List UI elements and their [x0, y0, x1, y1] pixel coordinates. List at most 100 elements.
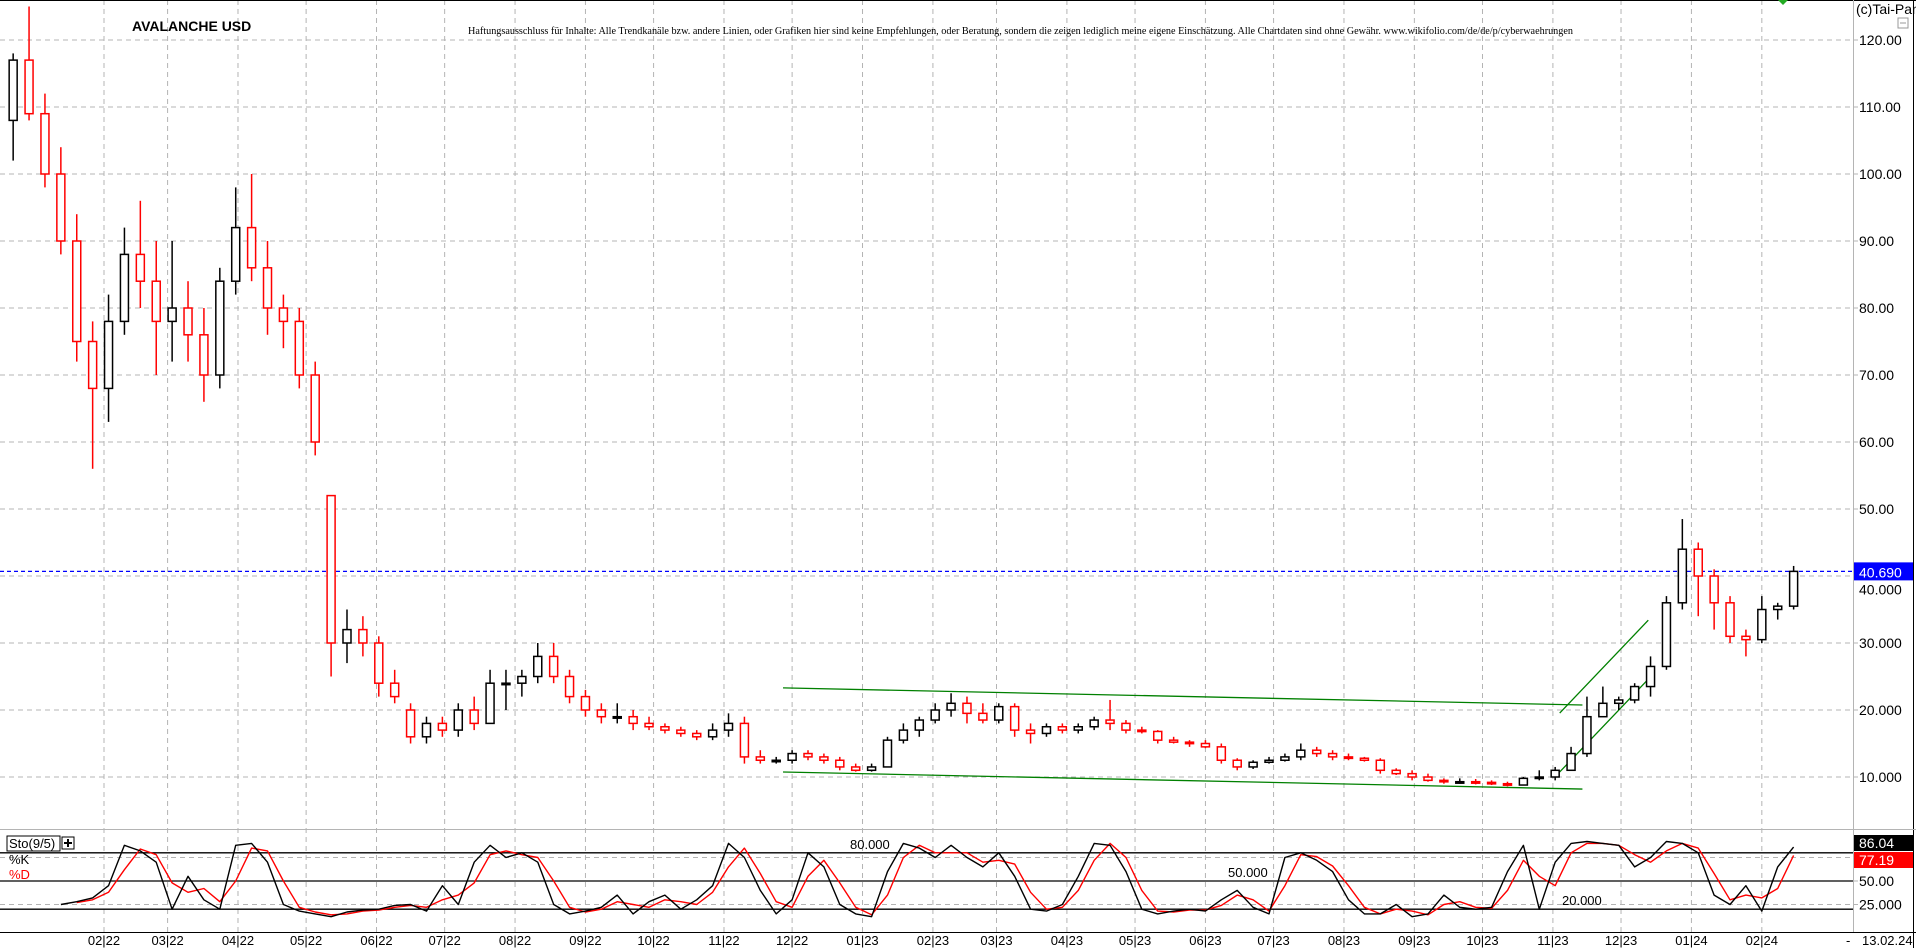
candle: [1184, 740, 1195, 747]
x-tick-label: 03|23: [980, 933, 1012, 948]
candle: [1582, 696, 1592, 757]
candle: [310, 361, 320, 456]
candle-body: [835, 759, 845, 768]
candle: [103, 294, 114, 422]
candle-body: [1614, 699, 1624, 705]
candle-body: [1486, 781, 1497, 785]
last-d-badge: [1854, 852, 1914, 868]
candle: [183, 281, 193, 362]
candle-body: [1534, 776, 1545, 780]
candle-body: [1455, 780, 1465, 784]
candle: [1121, 720, 1131, 734]
x-tick-label: 06|23: [1189, 933, 1221, 948]
x-tick-label: 02|24: [1746, 933, 1778, 948]
candle-body: [533, 655, 543, 678]
candle-body: [1709, 575, 1719, 604]
x-tick-label: 07|22: [429, 933, 461, 948]
candle: [278, 294, 289, 349]
candle: [1534, 770, 1545, 781]
y-tick-label: 70.00: [1859, 367, 1894, 383]
candle-body: [1757, 608, 1767, 641]
candle: [866, 763, 877, 772]
candle-body: [1359, 757, 1370, 761]
candle: [1391, 768, 1401, 775]
candle-body: [739, 722, 750, 758]
candle-body: [1693, 548, 1703, 577]
last-price-badge: [1854, 562, 1914, 581]
candle: [1550, 766, 1560, 781]
candle: [596, 703, 607, 724]
candle-body: [691, 732, 702, 738]
candle-body: [1137, 729, 1147, 733]
candle-body: [310, 374, 320, 443]
candle-body: [946, 702, 956, 711]
candle: [1407, 770, 1417, 781]
candle: [1264, 756, 1274, 764]
candle: [739, 716, 750, 764]
date-prefix: -: [1846, 933, 1850, 948]
candle: [1709, 569, 1719, 630]
x-tick-label: 08|23: [1328, 933, 1360, 948]
candle-body: [24, 59, 34, 115]
candle-body: [1645, 665, 1656, 688]
indicator-label: Sto(9/5): [9, 836, 55, 851]
candles: [8, 6, 1799, 787]
stoch-y-tick-label: 25.000: [1859, 897, 1902, 913]
candle-body: [71, 240, 82, 343]
candle: [294, 308, 305, 389]
chart-title: AVALANCHE USD: [132, 18, 251, 34]
candle-body: [1518, 777, 1529, 786]
y-tick-label: 90.00: [1859, 233, 1894, 249]
candle: [1423, 773, 1433, 782]
candle: [230, 187, 241, 295]
candle: [930, 703, 940, 724]
candle: [564, 669, 575, 704]
candle-body: [246, 226, 257, 269]
candle-body: [994, 705, 1004, 721]
last-price-label: 40.690: [1859, 564, 1902, 580]
candle: [71, 214, 82, 362]
candle-body: [358, 628, 368, 644]
candle: [1470, 779, 1481, 785]
candle: [1788, 565, 1799, 610]
candle: [262, 241, 273, 335]
x-tick-label: 01|23: [846, 933, 878, 948]
x-tick-label: 02|23: [917, 933, 949, 948]
indicator-label-box[interactable]: [6, 835, 61, 852]
x-tick-label: 11|23: [1537, 933, 1568, 948]
candle-body: [787, 752, 797, 761]
candle-body: [1025, 729, 1036, 735]
candle: [1073, 723, 1084, 734]
candle: [962, 696, 972, 724]
candle-body: [1057, 726, 1068, 731]
candle: [1725, 596, 1735, 643]
last-d-label: 77.19: [1859, 852, 1894, 868]
candle: [533, 643, 543, 684]
candle-body: [167, 307, 177, 323]
y-tick-label: 80.00: [1859, 300, 1894, 316]
candle: [1439, 778, 1449, 784]
candle: [56, 147, 66, 255]
candle-body: [40, 112, 50, 175]
candle-body: [898, 729, 909, 741]
candle: [1248, 760, 1258, 769]
candle: [1757, 596, 1767, 643]
candle-body: [548, 655, 559, 678]
candle: [215, 267, 225, 389]
candle-body: [882, 739, 893, 768]
stoch-d-line: [76, 842, 1795, 916]
x-tick-label: 01|24: [1675, 933, 1707, 948]
candle: [644, 716, 654, 731]
candle-body: [437, 722, 448, 731]
candle-body: [103, 320, 114, 390]
candle-body: [1566, 752, 1576, 772]
candle-body: [501, 682, 511, 686]
candle: [1041, 723, 1052, 737]
candle: [453, 703, 464, 737]
candle: [501, 669, 511, 710]
candle: [978, 703, 988, 724]
candle: [1200, 740, 1211, 749]
y-tick-label: 20.000: [1859, 702, 1902, 718]
